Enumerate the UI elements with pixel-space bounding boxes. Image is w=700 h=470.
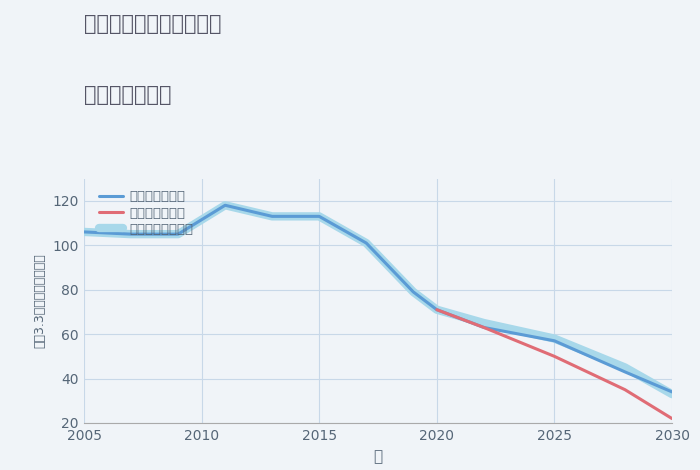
- バッドシナリオ: [480, 325, 488, 330]
- X-axis label: 年: 年: [373, 449, 383, 464]
- グッドシナリオ: [480, 325, 488, 330]
- バッドシナリオ: [621, 387, 629, 392]
- Legend: グッドシナリオ, バッドシナリオ, ノーマルシナリオ: グッドシナリオ, バッドシナリオ, ノーマルシナリオ: [97, 188, 196, 238]
- グッドシナリオ: [550, 338, 559, 344]
- ノーマルシナリオ: [409, 289, 417, 295]
- ノーマルシナリオ: [480, 320, 488, 326]
- ノーマルシナリオ: [621, 365, 629, 370]
- バッドシナリオ: [550, 353, 559, 359]
- グッドシナリオ: [362, 240, 370, 246]
- ノーマルシナリオ: [174, 231, 182, 237]
- グッドシナリオ: [668, 389, 676, 395]
- グッドシナリオ: [315, 213, 323, 219]
- グッドシナリオ: [433, 307, 441, 313]
- ノーマルシナリオ: [315, 213, 323, 219]
- グッドシナリオ: [80, 229, 88, 235]
- グッドシナリオ: [127, 231, 135, 237]
- Line: ノーマルシナリオ: ノーマルシナリオ: [84, 205, 672, 394]
- ノーマルシナリオ: [80, 229, 88, 235]
- ノーマルシナリオ: [221, 203, 230, 208]
- Line: グッドシナリオ: グッドシナリオ: [84, 205, 672, 392]
- Line: バッドシナリオ: バッドシナリオ: [437, 310, 672, 419]
- グッドシナリオ: [174, 231, 182, 237]
- グッドシナリオ: [221, 203, 230, 208]
- Text: 土地の価格推移: 土地の価格推移: [84, 85, 172, 105]
- ノーマルシナリオ: [550, 336, 559, 341]
- Text: 兵庫県尼崎市東難波町の: 兵庫県尼崎市東難波町の: [84, 14, 221, 34]
- バッドシナリオ: [433, 307, 441, 313]
- Y-axis label: 坪（3.3㎡）単価（万円）: 坪（3.3㎡）単価（万円）: [34, 253, 46, 348]
- グッドシナリオ: [409, 289, 417, 295]
- バッドシナリオ: [668, 416, 676, 422]
- ノーマルシナリオ: [127, 231, 135, 237]
- ノーマルシナリオ: [668, 392, 676, 397]
- ノーマルシナリオ: [433, 307, 441, 313]
- グッドシナリオ: [268, 213, 277, 219]
- ノーマルシナリオ: [362, 240, 370, 246]
- グッドシナリオ: [621, 369, 629, 375]
- ノーマルシナリオ: [268, 213, 277, 219]
